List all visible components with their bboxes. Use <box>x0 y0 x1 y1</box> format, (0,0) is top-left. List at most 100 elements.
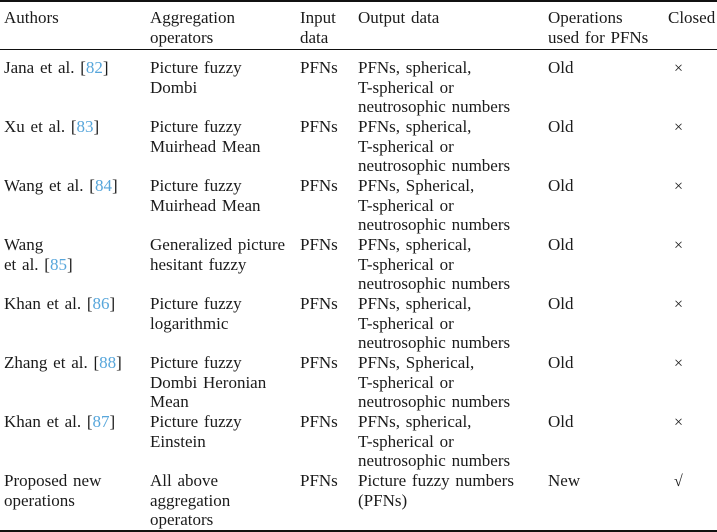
input-cell: PFNs <box>300 293 338 313</box>
input-cell: PFNs <box>300 352 338 372</box>
author-cell: Wang et al. [85] <box>0 235 146 294</box>
input-cell: PFNs <box>300 58 338 78</box>
output-cell: Picture fuzzy numbers (PFNs) <box>358 470 514 510</box>
citation-bracket-open: [ <box>86 293 93 313</box>
closed-cell: × <box>664 117 717 176</box>
table-row: Proposed new operations All above aggrega… <box>0 471 717 531</box>
table-row: Jana et al. [82] Picture fuzzy Dombi PFNs P… <box>0 50 717 117</box>
check-icon: √ <box>674 472 683 490</box>
output-cell: PFNs, spherical, T-spherical or neutroso… <box>358 58 511 117</box>
output-cell: PFNs, spherical, T-spherical or neutroso… <box>358 116 511 176</box>
input-cell: PFNs <box>300 234 338 254</box>
citation-bracket-close: ] <box>111 175 118 195</box>
table-row: Zhang et al. [88] Picture fuzzy Dombi Her… <box>0 353 717 412</box>
output-cell: PFNs, Spherical, T-spherical or neutroso… <box>358 352 511 412</box>
column-header-operations: Operations used for PFNs <box>544 1 664 51</box>
operations-cell: Old <box>548 234 574 254</box>
aggregation-cell: Picture fuzzy Muirhead Mean <box>150 116 261 156</box>
column-header-input: Input data <box>296 1 354 51</box>
aggregation-cell: All above aggregation operators <box>150 470 231 530</box>
column-header-authors: Authors <box>0 1 146 51</box>
operations-cell: Old <box>548 116 574 136</box>
closed-cell: √ <box>664 471 717 531</box>
citation-bracket-close: ] <box>102 58 109 78</box>
table-row: Khan et al. [86] Picture fuzzy logarithmi… <box>0 294 717 353</box>
citation-bracket-open: [ <box>93 352 100 372</box>
output-cell: PFNs, Spherical, T-spherical or neutroso… <box>358 175 511 235</box>
author-text: Khan et al. <box>4 293 87 313</box>
citation-bracket-close: ] <box>66 254 73 274</box>
output-cell: PFNs, spherical, T-spherical or neutroso… <box>358 234 511 294</box>
citation-bracket-close: ] <box>116 352 122 372</box>
aggregation-cell: Picture fuzzy Einstein <box>150 411 242 451</box>
citation-link[interactable]: 88 <box>99 352 117 372</box>
table-body: Jana et al. [82] Picture fuzzy Dombi PFNs P… <box>0 50 717 531</box>
operations-cell: Old <box>548 58 574 78</box>
author-text: Zhang et al. <box>4 352 94 372</box>
closed-cell: × <box>664 50 717 117</box>
cross-icon: × <box>674 118 684 136</box>
author-cell: Xu et al. [83] <box>0 117 146 176</box>
operations-cell: Old <box>548 293 574 313</box>
table-row: Wang et al. [84] Picture fuzzy Muirhead M… <box>0 176 717 235</box>
closed-cell: × <box>664 353 717 412</box>
citation-bracket-open: [ <box>80 58 86 78</box>
closed-cell: × <box>664 294 717 353</box>
citation-bracket-close: ] <box>93 116 100 136</box>
cross-icon: × <box>674 295 684 313</box>
header-row: Authors Aggregation operators Input data… <box>0 1 717 51</box>
citation-bracket-open: [ <box>86 411 93 431</box>
cross-icon: × <box>674 413 684 431</box>
author-text: Wang et al. <box>4 175 90 195</box>
aggregation-cell: Generalized picture hesitant fuzzy <box>150 234 286 274</box>
citation-link[interactable]: 85 <box>49 254 67 274</box>
citation-link[interactable]: 87 <box>92 411 110 431</box>
citation-link[interactable]: 86 <box>92 293 110 313</box>
citation-bracket-close: ] <box>109 293 116 313</box>
output-cell: PFNs, spherical, T-spherical or neutroso… <box>358 293 511 353</box>
table-row: Wang et al. [85] Generalized picture hesi… <box>0 235 717 294</box>
aggregation-cell: Picture fuzzy Dombi <box>150 58 242 97</box>
output-cell: PFNs, spherical, T-spherical or neutroso… <box>358 411 511 471</box>
table-row: Xu et al. [83] Picture fuzzy Muirhead Mea… <box>0 117 717 176</box>
author-cell: Proposed new operations <box>0 471 146 531</box>
author-text: Xu et al. <box>4 116 71 136</box>
author-cell: Zhang et al. [88] <box>0 353 146 412</box>
column-header-output: Output data <box>354 1 544 51</box>
column-header-aggregation: Aggregation operators <box>146 1 296 51</box>
input-cell: PFNs <box>300 116 338 136</box>
operations-cell: Old <box>548 352 574 372</box>
author-cell: Wang et al. [84] <box>0 176 146 235</box>
operations-cell: New <box>548 470 581 490</box>
closed-cell: × <box>664 176 717 235</box>
citation-bracket-open: [ <box>89 175 95 195</box>
closed-cell: × <box>664 412 717 471</box>
aggregation-cell: Picture fuzzy logarithmic <box>150 293 242 333</box>
author-text: Khan et al. <box>4 411 87 431</box>
citation-link[interactable]: 84 <box>94 175 112 195</box>
citation-bracket-open: [ <box>44 254 50 274</box>
citation-link[interactable]: 82 <box>85 58 103 78</box>
table-header: Authors Aggregation operators Input data… <box>0 1 717 51</box>
citation-link[interactable]: 83 <box>76 116 94 136</box>
cross-icon: × <box>674 354 684 372</box>
input-cell: PFNs <box>300 411 338 431</box>
closed-cell: × <box>664 235 717 294</box>
author-cell: Khan et al. [86] <box>0 294 146 353</box>
author-text: Jana et al. <box>4 58 81 78</box>
citation-bracket-close: ] <box>109 411 116 431</box>
author-cell: Jana et al. [82] <box>0 50 146 117</box>
input-cell: PFNs <box>300 470 338 490</box>
aggregation-cell: Picture fuzzy Muirhead Mean <box>150 175 261 215</box>
author-text: Proposed new operations <box>4 470 102 510</box>
citation-bracket-open: [ <box>70 116 77 136</box>
input-cell: PFNs <box>300 175 338 195</box>
aggregation-cell: Picture fuzzy Dombi Heronian Mean <box>150 352 267 412</box>
table-row: Khan et al. [87] Picture fuzzy Einstein PF… <box>0 412 717 471</box>
cross-icon: × <box>674 60 684 78</box>
column-header-closed: Closed <box>664 1 717 51</box>
operations-cell: Old <box>548 411 574 431</box>
cross-icon: × <box>674 177 684 195</box>
author-text: Wang et al. <box>4 234 44 274</box>
